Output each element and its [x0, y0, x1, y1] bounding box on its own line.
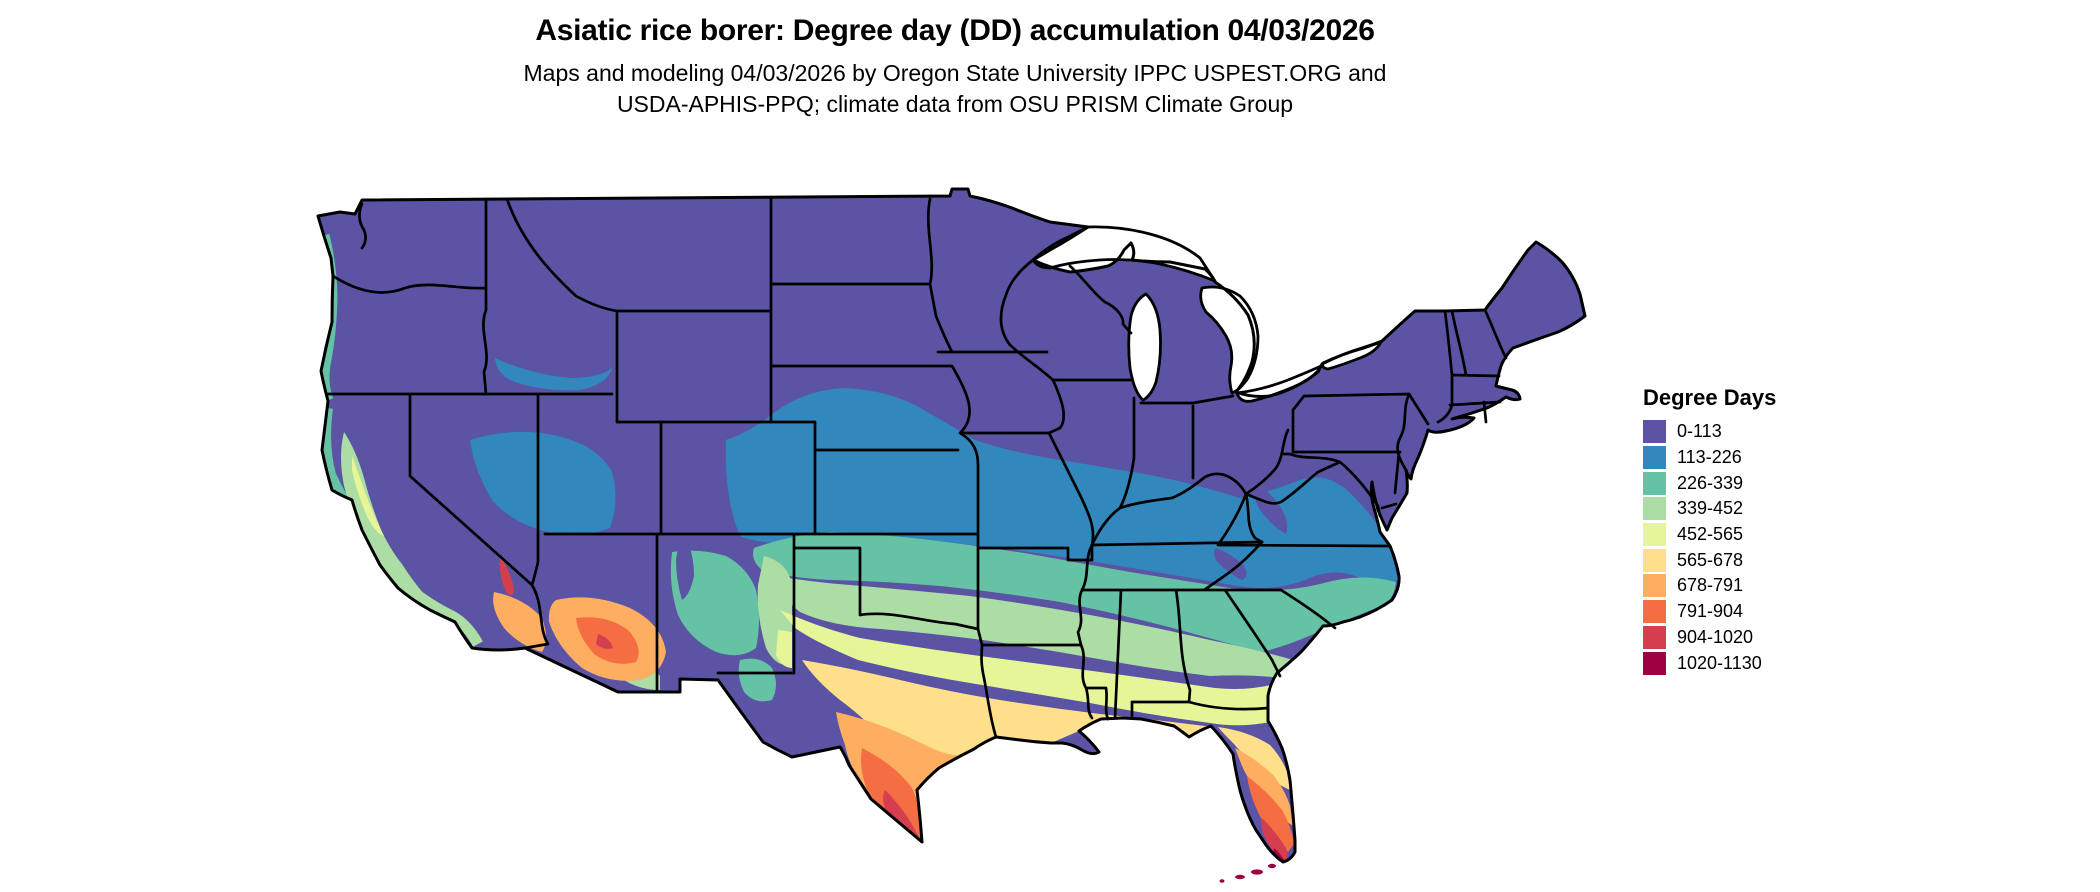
- legend-label: 452-565: [1677, 524, 1744, 545]
- border-south: [1080, 492, 1392, 720]
- legend-title: Degree Days: [1643, 385, 1777, 410]
- teal-west-texas: [738, 658, 776, 702]
- green-socal-coast: [394, 574, 483, 647]
- legend-swatch: [1643, 600, 1666, 624]
- legend-label: 565-678: [1677, 549, 1744, 570]
- legend-swatch: [1643, 548, 1666, 572]
- band-113-226-snake-plain: [495, 358, 612, 391]
- legend-swatch: [1643, 523, 1666, 547]
- legend-row: 113-226: [1643, 445, 1843, 471]
- great-lakes: [1031, 225, 1383, 403]
- legend-label: 904-1020: [1677, 626, 1754, 647]
- legend-row: 226-339: [1643, 470, 1843, 496]
- red-florida: [1261, 818, 1288, 862]
- legend-swatch: [1643, 446, 1666, 470]
- legend-label: 0-113: [1677, 421, 1722, 442]
- legend-row: 1020-1130: [1643, 650, 1843, 676]
- legend-label: 1020-1130: [1677, 652, 1762, 673]
- border-northeast: [1291, 308, 1508, 510]
- map-title: Asiatic rice borer: Degree day (DD) accu…: [535, 14, 1375, 47]
- purple-smokies: [1214, 548, 1247, 580]
- border-ohio-valley: [999, 258, 1402, 547]
- red-texas-tip: [883, 790, 922, 842]
- us-outline: [316, 187, 1587, 864]
- legend-swatch: [1643, 471, 1666, 495]
- legend: Degree Days 0-113 113-226 226-339 339-45…: [1643, 385, 1843, 676]
- legend-swatch: [1643, 497, 1666, 521]
- header: Asiatic rice borer: Degree day (DD) accu…: [0, 0, 1910, 120]
- red-death-valley: [499, 556, 514, 596]
- state-borders: [326, 197, 1508, 739]
- legend-row: 0-113: [1643, 419, 1843, 445]
- legend-row: 791-904: [1643, 599, 1843, 625]
- legend-label: 791-904: [1677, 601, 1744, 622]
- legend-row: 339-452: [1643, 496, 1843, 522]
- map-subtitle-line1: Maps and modeling 04/03/2026 by Oregon S…: [523, 60, 1387, 86]
- legend-label: 678-791: [1677, 575, 1744, 596]
- purple-sierra-nevada: [371, 446, 436, 571]
- legend-row: 904-1020: [1643, 625, 1843, 651]
- legend-label: 226-339: [1677, 472, 1744, 493]
- legend-row: 565-678: [1643, 547, 1843, 573]
- legend-swatch: [1643, 625, 1666, 649]
- legend-label: 339-452: [1677, 498, 1744, 519]
- red-phoenix-core: [596, 634, 613, 649]
- band-339-452: [770, 575, 1300, 678]
- map-subtitle-line2: USDA-APHIS-PPQ; climate data from OSU PR…: [616, 91, 1294, 117]
- orange-texas: [836, 712, 974, 842]
- raster-layers: [318, 189, 1585, 862]
- legend-row: 452-565: [1643, 522, 1843, 548]
- band-226-339: [753, 532, 1396, 652]
- orange-se-california: [493, 592, 546, 652]
- legend-label: 113-226: [1677, 447, 1742, 468]
- legend-swatch: [1643, 574, 1666, 598]
- band-113-226-nevada: [470, 431, 616, 536]
- purple-nm-rockies: [676, 534, 694, 600]
- purple-wv-ridges: [1251, 478, 1288, 534]
- band-452-565: [780, 610, 1288, 726]
- lake-huron: [1199, 285, 1260, 395]
- florida-keys: [1219, 863, 1276, 883]
- green-central-valley: [341, 432, 424, 596]
- border-west: [326, 197, 1094, 739]
- puget-sound: [358, 202, 367, 250]
- lake-michigan: [1127, 292, 1162, 402]
- legend-swatch: [1643, 420, 1666, 444]
- deep-orange-florida: [1247, 776, 1294, 852]
- legend-swatch: [1643, 651, 1666, 675]
- pale-se-new-mexico: [776, 630, 792, 668]
- legend-row: 678-791: [1643, 573, 1843, 599]
